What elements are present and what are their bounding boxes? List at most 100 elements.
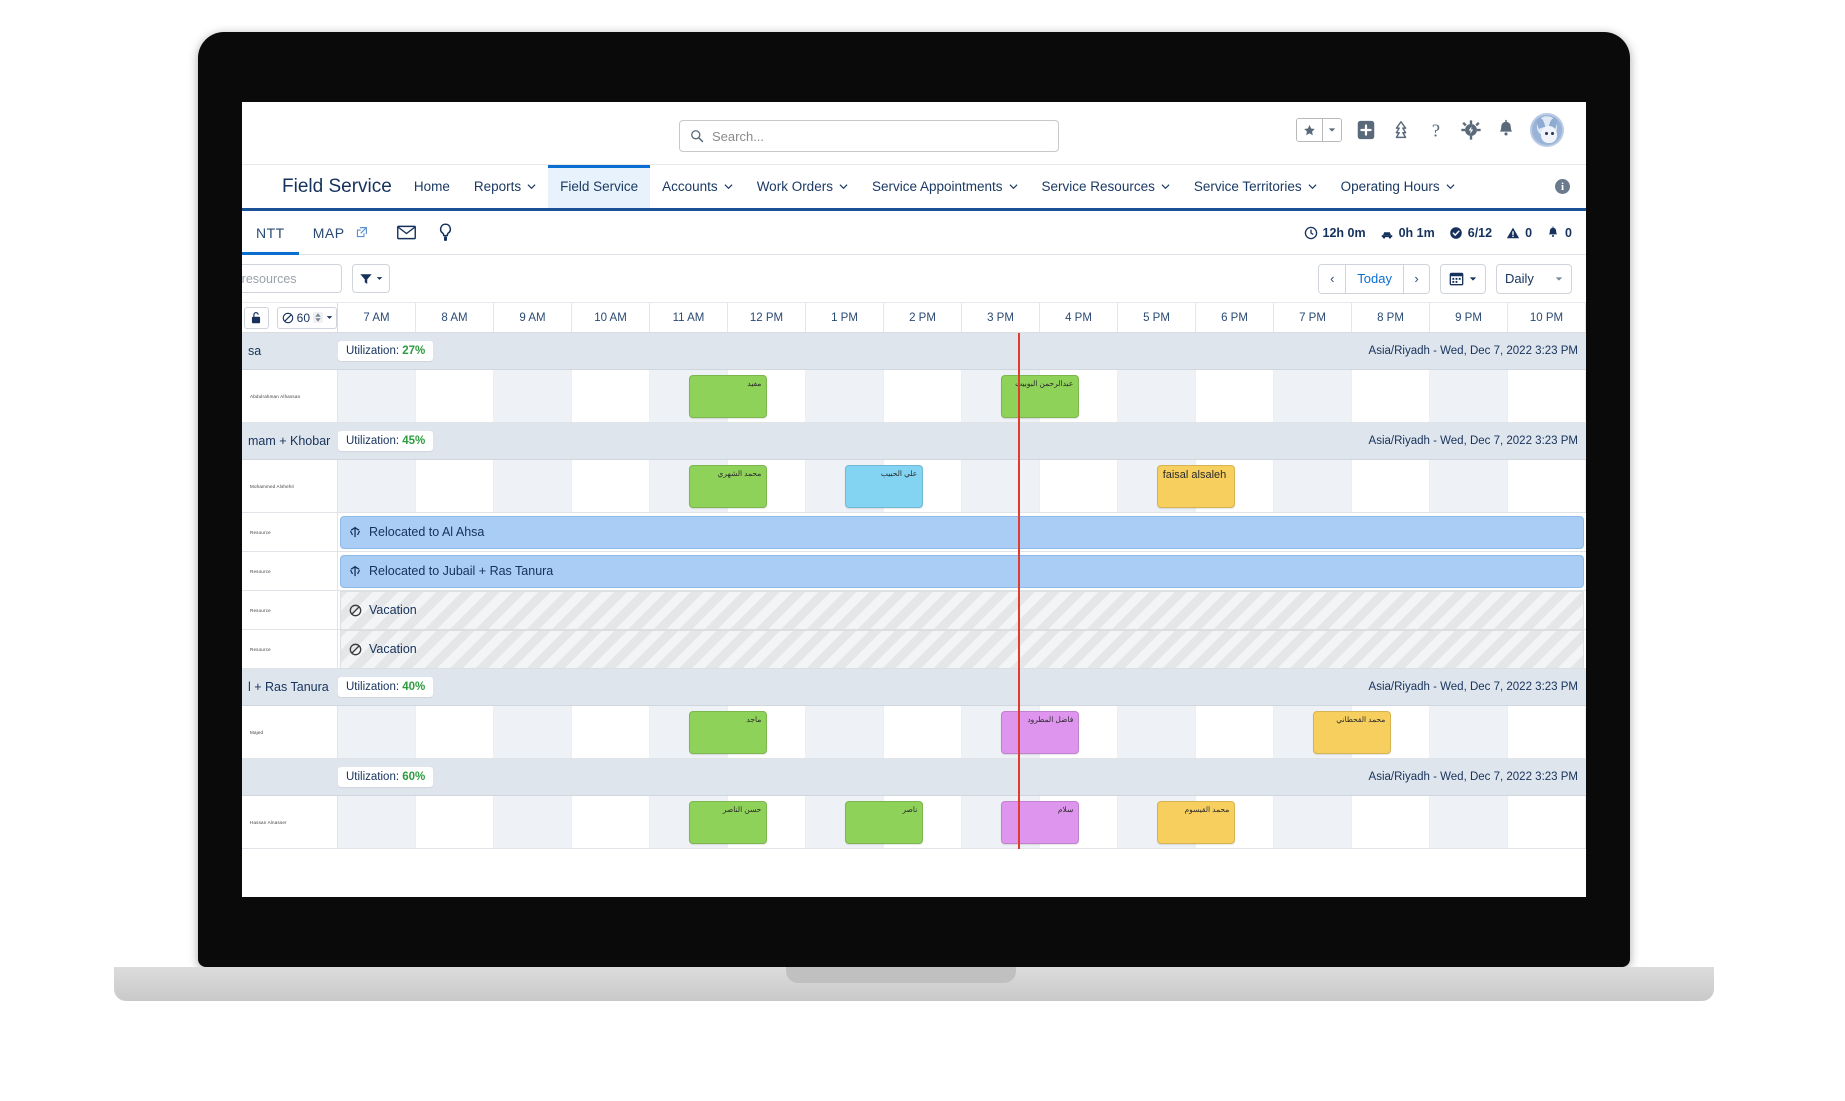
absence-timeline[interactable]: Relocated to Al Ahsa <box>338 515 1586 549</box>
filter-button[interactable] <box>352 264 390 293</box>
timeline-cell[interactable] <box>494 370 572 422</box>
resource-timeline[interactable]: ماجد فاضل المطرود محمد القحطاني <box>338 706 1586 758</box>
star-icon[interactable] <box>1297 119 1322 141</box>
trailhead-icon[interactable] <box>1390 119 1412 141</box>
gantt-scroll-area[interactable]: sa Utilization: 27% Asia/Riyadh - Wed, Dec… <box>242 333 1586 849</box>
group-row[interactable]: l + Ras Tanura Utilization: 40% Asia/Riyad… <box>242 669 1586 706</box>
bulb-icon[interactable] <box>435 222 456 243</box>
timeline-cell[interactable] <box>416 460 494 512</box>
timeline-cell[interactable] <box>1274 460 1352 512</box>
appointment-block[interactable]: حسن الناصر <box>688 801 768 844</box>
user-avatar[interactable] <box>1530 113 1564 147</box>
resource-search-input[interactable]: ch resources <box>242 264 342 293</box>
chevron-down-icon[interactable] <box>839 182 848 191</box>
slot-size-stepper[interactable]: 60 <box>276 306 337 329</box>
timeline-cell[interactable] <box>1352 796 1430 848</box>
appointment-block[interactable]: سلام <box>1000 801 1080 844</box>
timeline-cell[interactable] <box>1274 370 1352 422</box>
timeline-cell[interactable] <box>1040 460 1118 512</box>
nav-item-field-service[interactable]: Field Service <box>548 165 651 208</box>
favorites-group[interactable] <box>1296 118 1342 142</box>
timeline-cell[interactable] <box>1118 370 1196 422</box>
timeline-cell[interactable] <box>1352 460 1430 512</box>
nav-item-home[interactable]: Home <box>402 165 462 208</box>
timeline-cell[interactable] <box>338 796 416 848</box>
info-badge[interactable]: i <box>1555 179 1570 194</box>
timeline-cell[interactable] <box>494 796 572 848</box>
appointment-block[interactable]: faisal alsaleh <box>1156 465 1236 508</box>
stepper-arrows[interactable] <box>313 312 323 323</box>
prev-day-button[interactable]: ‹ <box>1319 264 1346 293</box>
appointment-block[interactable]: مفيد <box>688 375 768 418</box>
group-row[interactable]: Utilization: 60% Asia/Riyadh - Wed, Dec 7… <box>242 759 1586 796</box>
nav-item-service-appointments[interactable]: Service Appointments <box>860 165 1030 208</box>
timescale-select[interactable]: Daily <box>1496 263 1572 294</box>
absence-timeline[interactable]: Vacation <box>338 590 1586 630</box>
next-day-button[interactable]: › <box>1403 264 1429 293</box>
add-icon[interactable] <box>1355 119 1377 141</box>
timeline-cell[interactable] <box>416 370 494 422</box>
nav-item-operating-hours[interactable]: Operating Hours <box>1329 165 1467 208</box>
timeline-cell[interactable] <box>1430 460 1508 512</box>
timeline-cell[interactable] <box>1508 706 1586 758</box>
absence-band[interactable]: Relocated to Jubail + Ras Tanura <box>340 554 1584 588</box>
timeline-cell[interactable] <box>572 796 650 848</box>
chevron-down-icon[interactable] <box>1322 119 1341 141</box>
nav-item-accounts[interactable]: Accounts <box>650 165 745 208</box>
timeline-cell[interactable] <box>1274 796 1352 848</box>
calendar-picker-button[interactable] <box>1440 263 1486 294</box>
global-search-input[interactable]: Search... <box>679 120 1059 152</box>
timeline-cell[interactable] <box>572 706 650 758</box>
timeline-cell[interactable] <box>806 706 884 758</box>
group-row[interactable]: mam + Khobar Utilization: 45% Asia/Riyadh … <box>242 423 1586 460</box>
chevron-down-icon[interactable] <box>1009 182 1018 191</box>
nav-item-service-resources[interactable]: Service Resources <box>1030 165 1182 208</box>
nav-item-work-orders[interactable]: Work Orders <box>745 165 860 208</box>
resource-timeline[interactable]: مفيد عبدالرحمن البوبيت <box>338 370 1586 422</box>
timeline-cell[interactable] <box>806 370 884 422</box>
timeline-cell[interactable] <box>1196 706 1274 758</box>
timeline-cell[interactable] <box>338 706 416 758</box>
absence-band[interactable]: Vacation <box>340 590 1584 630</box>
timeline-cell[interactable] <box>416 706 494 758</box>
absence-band[interactable]: Relocated to Al Ahsa <box>340 515 1584 549</box>
timeline-cell[interactable] <box>572 370 650 422</box>
lock-button[interactable] <box>244 306 269 329</box>
appointment-block[interactable]: ماجد <box>688 711 768 754</box>
setup-gear-icon[interactable] <box>1460 119 1482 141</box>
timeline-cell[interactable] <box>884 370 962 422</box>
appointment-block[interactable]: علي الحبيب <box>844 465 924 508</box>
appointment-block[interactable]: فاضل المطرود <box>1000 711 1080 754</box>
timeline-cell[interactable] <box>884 706 962 758</box>
chevron-down-icon[interactable] <box>724 182 733 191</box>
tab-gantt[interactable]: NTT <box>242 211 299 255</box>
timeline-cell[interactable] <box>572 460 650 512</box>
appointment-block[interactable]: عبدالرحمن البوبيت <box>1000 375 1080 418</box>
timeline-cell[interactable] <box>1430 706 1508 758</box>
external-link-icon[interactable] <box>355 226 368 239</box>
timeline-cell[interactable] <box>1118 706 1196 758</box>
timeline-cell[interactable] <box>1430 370 1508 422</box>
chevron-down-icon[interactable] <box>527 182 536 191</box>
chevron-down-icon[interactable] <box>1161 182 1170 191</box>
timeline-cell[interactable] <box>1430 796 1508 848</box>
chevron-down-icon[interactable] <box>1308 182 1317 191</box>
timeline-cell[interactable] <box>1352 370 1430 422</box>
timeline-cell[interactable] <box>338 370 416 422</box>
timeline-cell[interactable] <box>962 460 1040 512</box>
nav-item-reports[interactable]: Reports <box>462 165 548 208</box>
timeline-cell[interactable] <box>494 706 572 758</box>
timeline-cell[interactable] <box>1196 370 1274 422</box>
timeline-cell[interactable] <box>1508 796 1586 848</box>
resource-timeline[interactable]: حسن الناصر ناصر سلام محمد القيسوم <box>338 796 1586 848</box>
chevron-down-icon[interactable] <box>1446 182 1455 191</box>
absence-timeline[interactable]: Relocated to Jubail + Ras Tanura <box>338 554 1586 588</box>
timeline-cell[interactable] <box>416 796 494 848</box>
appointment-block[interactable]: محمد الشهري <box>688 465 768 508</box>
appointment-block[interactable]: محمد القيسوم <box>1156 801 1236 844</box>
nav-item-service-territories[interactable]: Service Territories <box>1182 165 1329 208</box>
appointment-block[interactable]: محمد القحطاني <box>1312 711 1392 754</box>
timeline-cell[interactable] <box>494 460 572 512</box>
resource-timeline[interactable]: محمد الشهري علي الحبيب faisal alsaleh <box>338 460 1586 512</box>
help-icon[interactable]: ? <box>1425 119 1447 141</box>
